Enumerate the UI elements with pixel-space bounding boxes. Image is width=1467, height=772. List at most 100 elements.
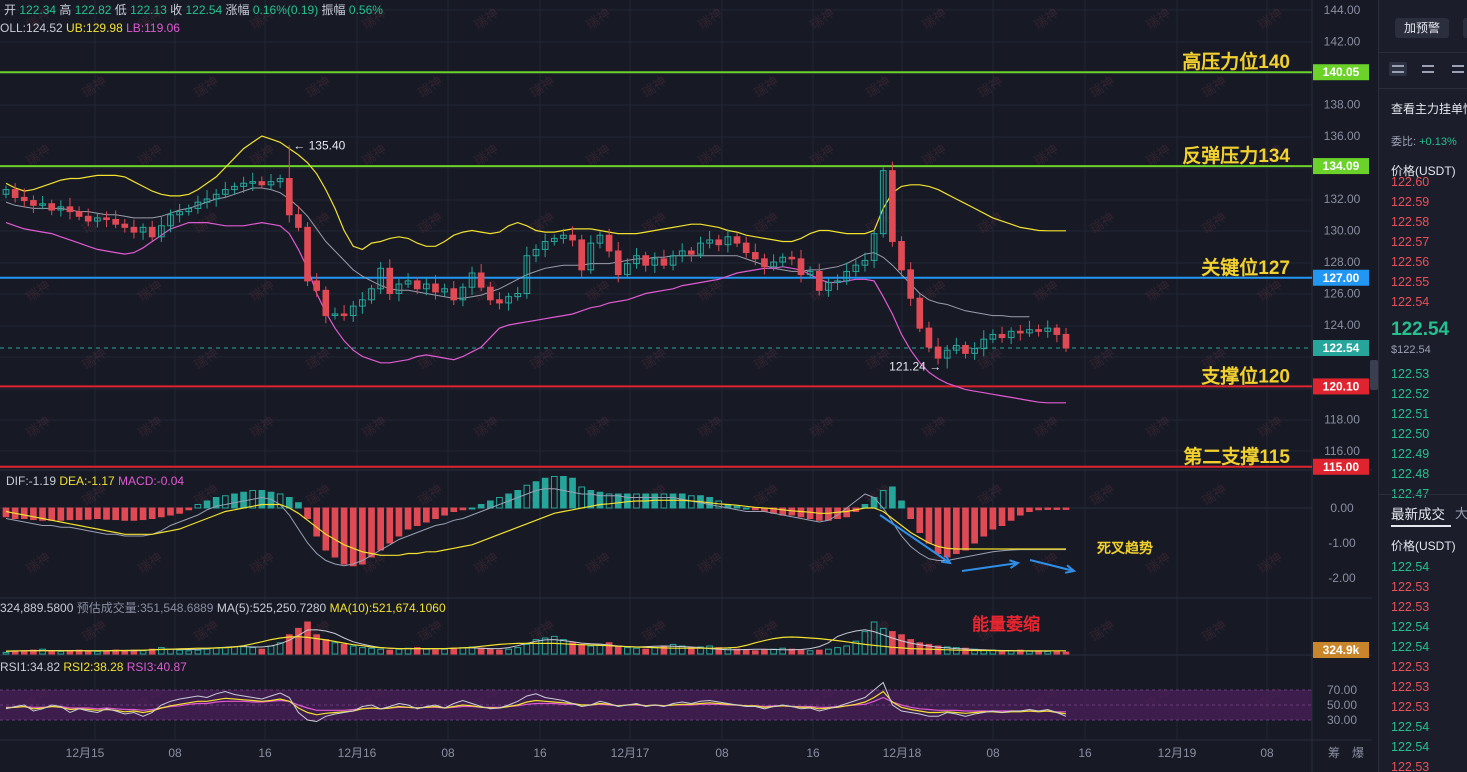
candle-body[interactable] (834, 280, 841, 283)
candle-body[interactable] (815, 270, 823, 291)
candle-body[interactable] (48, 203, 56, 211)
candle-body[interactable] (861, 259, 869, 266)
candle-body[interactable] (221, 189, 229, 195)
candle-body[interactable] (998, 333, 1006, 339)
candle-body[interactable] (697, 242, 704, 255)
candle-body[interactable] (84, 215, 92, 222)
bid-row[interactable]: 122.51 (1391, 407, 1430, 421)
candle-body[interactable] (596, 234, 604, 244)
candle-body[interactable] (176, 211, 183, 216)
candle-body[interactable] (103, 217, 110, 220)
panel-resize-handle[interactable] (1370, 360, 1378, 390)
candle-body[interactable] (203, 198, 211, 203)
candle-body[interactable] (368, 288, 375, 301)
candle-body[interactable] (724, 236, 732, 246)
candle-body[interactable] (20, 196, 28, 202)
ask-row[interactable]: 122.56 (1391, 255, 1430, 269)
candle-body[interactable] (1062, 333, 1070, 349)
candle-body[interactable] (660, 258, 668, 266)
candle-body[interactable] (1053, 327, 1061, 335)
candle-body[interactable] (75, 211, 83, 217)
candle-body[interactable] (39, 203, 46, 206)
candle-body[interactable] (779, 256, 787, 263)
candle-body[interactable] (404, 280, 412, 285)
bid-row[interactable]: 122.53 (1391, 367, 1430, 381)
candle-body[interactable] (742, 242, 750, 254)
candle-body[interactable] (194, 201, 202, 209)
candle-body[interactable] (633, 255, 640, 265)
bid-row[interactable]: 122.49 (1391, 447, 1430, 461)
candle-body[interactable] (2, 189, 10, 195)
candle-body[interactable] (167, 214, 174, 227)
more-button[interactable] (1463, 18, 1467, 38)
candle-body[interactable] (770, 261, 777, 268)
candle-body[interactable] (578, 239, 586, 271)
candle-body[interactable] (158, 225, 165, 238)
price-pane[interactable]: 高压力位140 反弹压力134 关键位127 支撑位120 第二支撑115 ← 135.4… (0, 50, 1312, 468)
candle-body[interactable] (879, 170, 887, 235)
tab-latest-trades[interactable]: 最新成交 (1391, 507, 1445, 522)
candle-body[interactable] (331, 313, 339, 317)
candle-body[interactable] (11, 189, 19, 198)
candle-body[interactable] (806, 270, 814, 276)
tab-large-trades[interactable]: 大 (1455, 506, 1467, 521)
bid-row[interactable]: 122.48 (1391, 467, 1430, 481)
macd-pane[interactable]: 死叉趋势 (0, 476, 1312, 574)
candle-body[interactable] (980, 338, 988, 350)
ask-row[interactable]: 122.59 (1391, 195, 1430, 209)
candle-body[interactable] (1007, 330, 1015, 339)
candle-body[interactable] (349, 305, 357, 317)
ask-row[interactable]: 122.55 (1391, 275, 1430, 289)
candle-body[interactable] (541, 241, 549, 250)
ask-row[interactable]: 122.54 (1391, 295, 1430, 309)
candle-body[interactable] (450, 288, 458, 301)
candle-body[interactable] (898, 241, 905, 271)
candle-body[interactable] (295, 214, 302, 228)
corner-label[interactable]: 爆 (1352, 746, 1364, 760)
candle-body[interactable] (185, 207, 193, 213)
candle-body[interactable] (477, 272, 485, 288)
candle-body[interactable] (715, 239, 723, 246)
candle-body[interactable] (706, 239, 713, 244)
candle-body[interactable] (943, 349, 951, 359)
candle-body[interactable] (486, 286, 494, 301)
candle-body[interactable] (240, 182, 247, 187)
candle-body[interactable] (852, 264, 860, 272)
candle-body[interactable] (468, 272, 476, 288)
candle-body[interactable] (907, 269, 914, 299)
candle-body[interactable] (761, 258, 768, 268)
candle-body[interactable] (359, 299, 366, 307)
candle-body[interactable] (560, 234, 567, 239)
candle-body[interactable] (916, 297, 924, 329)
candle-body[interactable] (459, 286, 467, 301)
candle-body[interactable] (121, 223, 129, 228)
ask-row[interactable]: 122.58 (1391, 215, 1430, 229)
candle-body[interactable] (989, 333, 997, 340)
candle-body[interactable] (678, 250, 686, 257)
rsi-pane[interactable] (0, 681, 1312, 723)
candle-body[interactable] (57, 206, 65, 211)
candle-body[interactable] (733, 236, 741, 244)
candle-body[interactable] (267, 181, 275, 186)
candle-body[interactable] (614, 250, 622, 276)
volume-pane[interactable]: 能量萎缩 (2, 614, 1070, 655)
bid-row[interactable]: 122.52 (1391, 387, 1430, 401)
candle-body[interactable] (962, 344, 969, 354)
orderbook-both-icon[interactable] (1389, 62, 1407, 76)
candle-body[interactable] (624, 263, 631, 276)
candle-body[interactable] (788, 256, 796, 260)
candle-body[interactable] (825, 281, 832, 291)
bid-row[interactable]: 122.50 (1391, 427, 1430, 441)
candle-body[interactable] (953, 344, 960, 351)
main-orders-link[interactable]: 查看主力挂单情 (1391, 102, 1467, 116)
candle-body[interactable] (304, 226, 311, 282)
candle-body[interactable] (971, 348, 978, 354)
candle-body[interactable] (797, 258, 805, 276)
candle-body[interactable] (605, 234, 613, 252)
candle-body[interactable] (569, 234, 576, 241)
candle-body[interactable] (514, 293, 522, 298)
corner-label[interactable]: 筹 (1328, 746, 1340, 760)
add-alert-button[interactable]: 加预警 (1395, 18, 1449, 38)
candle-body[interactable] (1016, 330, 1024, 334)
